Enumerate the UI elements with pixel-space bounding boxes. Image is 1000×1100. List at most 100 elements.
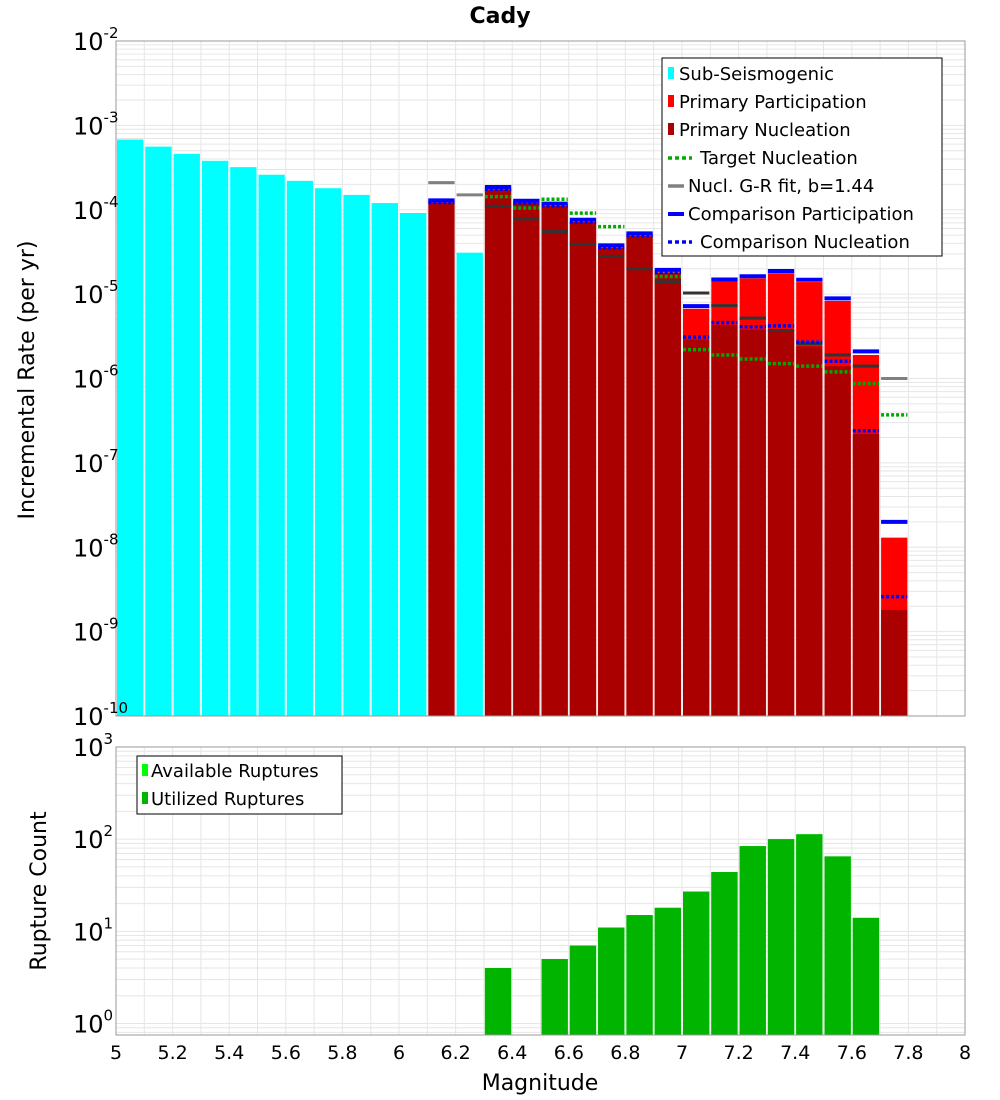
primary-nucleation-bar [626, 235, 653, 716]
utilized-ruptures-bar [598, 927, 625, 1035]
sub-seismogenic-bar [456, 252, 483, 716]
top-legend-box [661, 57, 943, 257]
utilized-ruptures-bar [796, 834, 823, 1035]
utilized-ruptures-bar [739, 846, 766, 1035]
x-tick-label: 6.2 [440, 1042, 470, 1064]
top-y-tick-label: 10-4 [73, 193, 119, 225]
legend-label-comparison-nucleation: Comparison Nucleation [700, 232, 910, 253]
top-bars [117, 139, 908, 717]
bottom-legend: Available Ruptures Utilized Ruptures [136, 755, 343, 815]
legend-label-utilized-ruptures: Utilized Ruptures [151, 789, 304, 810]
bottom-legend-box [136, 755, 343, 815]
sub-seismogenic-bar [400, 213, 427, 716]
primary-nucleation-bar [824, 366, 851, 716]
utilized-ruptures-bar [484, 967, 512, 1035]
x-tick-label: 5.8 [327, 1042, 357, 1064]
bottom-plot-area: 100 101 102 103 Rupture Count [27, 730, 966, 1038]
primary-nucleation-bar [852, 433, 880, 716]
utilized-ruptures-bar [767, 839, 795, 1035]
utilized-ruptures-bar [824, 856, 851, 1035]
utilized-ruptures-bar [711, 872, 738, 1035]
x-tick-label: 6.8 [610, 1042, 640, 1064]
primary-nucleation-bar [598, 247, 625, 717]
legend-label-target-nucleation: Target Nucleation [699, 148, 858, 169]
legend-swatch-primary-participation [668, 95, 674, 107]
top-legend: Sub-Seismogenic Primary Participation Pr… [661, 57, 943, 257]
bottom-plot-frame [115, 746, 966, 1036]
sub-seismogenic-bar [315, 188, 342, 717]
bottom-y-ticks: 100 101 102 103 [73, 730, 113, 1038]
x-tick-label: 7.2 [723, 1042, 753, 1064]
top-y-tick-label: 10-6 [73, 362, 119, 394]
top-y-ticks: 10-10 10-9 10-8 10-7 10-6 10-5 10-4 10-3 10-2 [73, 24, 128, 731]
x-tick-label: 7 [676, 1042, 688, 1064]
sub-seismogenic-bar [258, 174, 285, 716]
sub-seismogenic-bar [117, 139, 144, 716]
top-y-tick-label: 10-2 [73, 24, 119, 56]
sub-seismogenic-bar [201, 160, 229, 717]
bottom-bars [484, 834, 880, 1035]
primary-nucleation-bar [569, 222, 597, 717]
x-tick-labels: 5 5.2 5.4 5.6 5.8 6 6.2 6.4 6.6 6.8 7 7.2 7.4 7.6 7.8 8 [110, 1042, 971, 1064]
legend-swatch-utilized-ruptures [142, 792, 148, 804]
utilized-ruptures-bar [626, 915, 653, 1035]
x-tick-label: 5.2 [157, 1042, 187, 1064]
x-axis-label: Magnitude [482, 1071, 599, 1096]
bottom-y-tick-label: 100 [73, 1006, 113, 1038]
utilized-ruptures-bar [541, 959, 568, 1035]
x-tick-label: 5.4 [214, 1042, 244, 1064]
primary-nucleation-bar [428, 202, 455, 717]
sub-seismogenic-bar [371, 203, 398, 716]
legend-swatch-available-ruptures [142, 764, 148, 776]
primary-nucleation-bar [881, 610, 908, 716]
primary-nucleation-bar [739, 329, 766, 716]
top-plot-frame [115, 40, 966, 717]
sub-seismogenic-bar [343, 194, 370, 716]
utilized-ruptures-bar [852, 917, 880, 1035]
primary-nucleation-bar [513, 202, 540, 716]
legend-swatch-sub-seismogenic [668, 67, 674, 79]
legend-label-sub-seismogenic: Sub-Seismogenic [679, 64, 834, 85]
legend-label-primary-nucleation: Primary Nucleation [679, 120, 851, 141]
bottom-y-axis-label: Rupture Count [27, 811, 52, 971]
top-y-axis-label: Incremental Rate (per yr) [15, 241, 40, 520]
bottom-y-tick-label: 102 [73, 822, 113, 854]
primary-nucleation-bar [767, 329, 795, 716]
x-tick-label: 5 [110, 1042, 122, 1064]
x-tick-label: 8 [959, 1042, 971, 1064]
legend-label-primary-participation: Primary Participation [679, 92, 867, 113]
chart-title: Cady [469, 4, 530, 29]
primary-nucleation-bar [711, 325, 738, 716]
primary-nucleation-bar [484, 189, 512, 717]
top-y-tick-label: 10-7 [73, 446, 119, 478]
x-tick-label: 7.8 [893, 1042, 923, 1064]
sub-seismogenic-bar [286, 180, 314, 716]
x-tick-label: 7.4 [780, 1042, 810, 1064]
sub-seismogenic-bar [173, 153, 200, 716]
primary-nucleation-bar [796, 346, 823, 716]
x-tick-label: 7.6 [837, 1042, 867, 1064]
primary-nucleation-bar [683, 339, 710, 716]
legend-label-available-ruptures: Available Ruptures [151, 761, 319, 782]
top-y-tick-label: 10-9 [73, 615, 119, 647]
bottom-y-tick-label: 103 [73, 730, 113, 762]
primary-nucleation-bar [654, 272, 681, 716]
x-tick-label: 6.4 [497, 1042, 527, 1064]
top-markers [428, 181, 908, 599]
top-y-tick-label: 10-5 [73, 277, 119, 309]
top-y-tick-label: 10-10 [73, 699, 128, 731]
top-y-tick-label: 10-3 [73, 108, 119, 140]
top-y-tick-label: 10-8 [73, 530, 119, 562]
sub-seismogenic-bar [145, 146, 172, 716]
utilized-ruptures-bar [569, 945, 597, 1035]
sub-seismogenic-bar [230, 167, 257, 716]
utilized-ruptures-bar [654, 907, 681, 1035]
x-tick-label: 6.6 [554, 1042, 584, 1064]
legend-swatch-primary-nucleation [668, 123, 674, 135]
legend-label-gr-fit: Nucl. G-R fit, b=1.44 [688, 176, 874, 197]
bottom-y-tick-label: 101 [73, 914, 113, 946]
x-tick-label: 6 [393, 1042, 405, 1064]
x-tick-label: 5.6 [271, 1042, 301, 1064]
utilized-ruptures-bar [683, 891, 710, 1035]
